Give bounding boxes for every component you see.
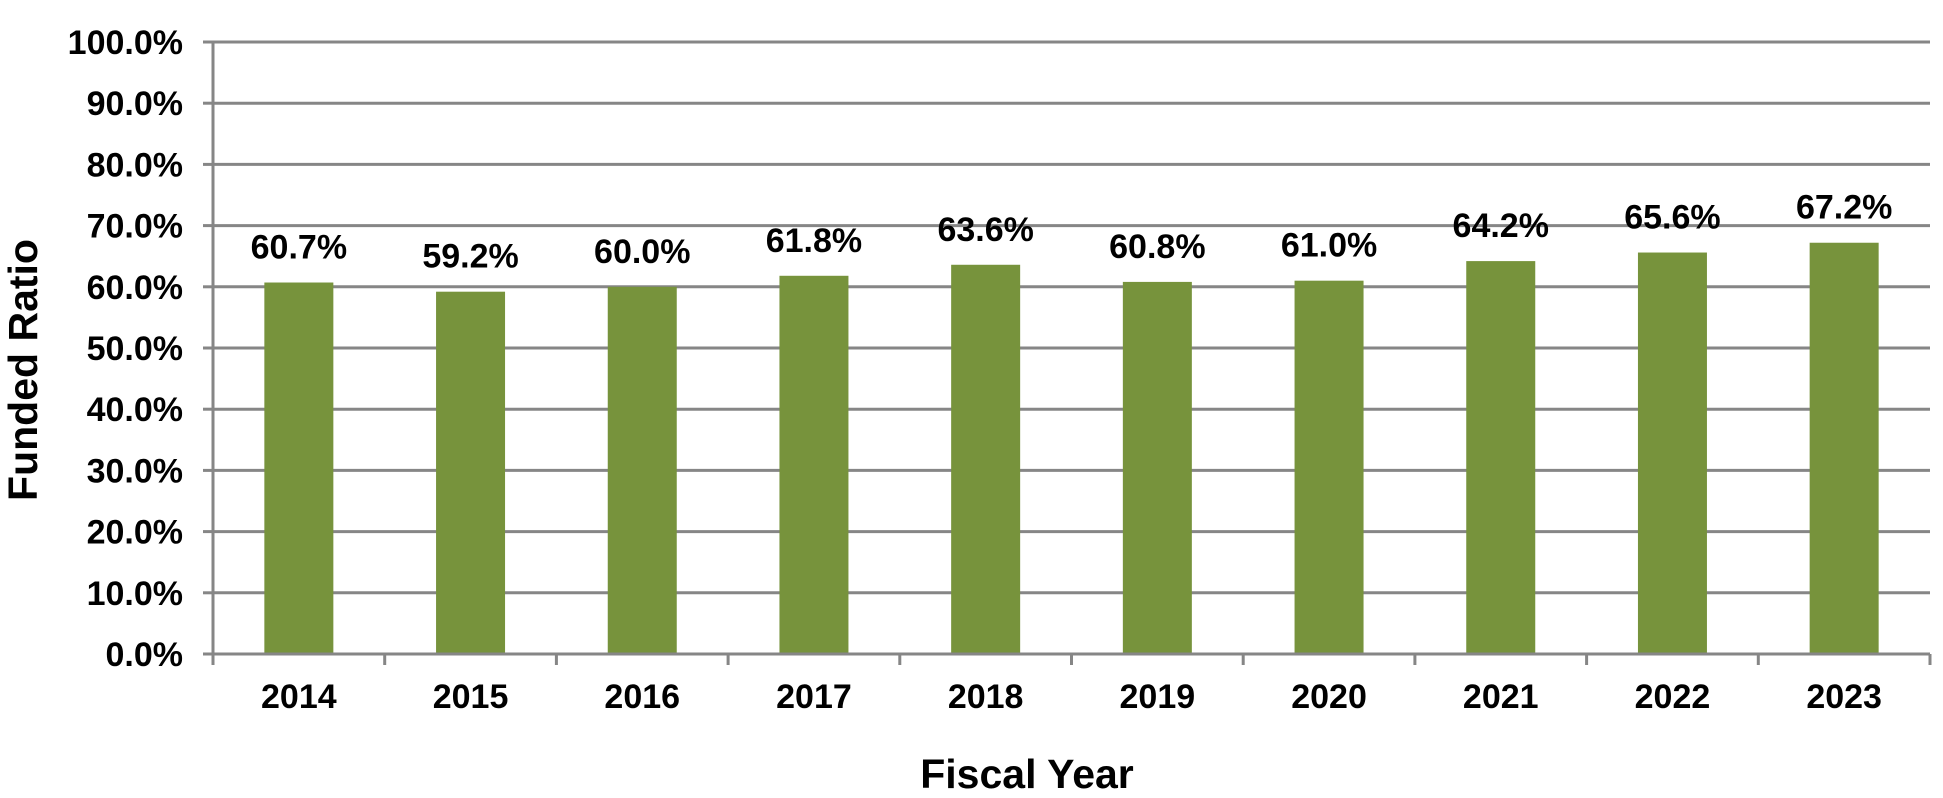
- y-tick-label: 20.0%: [87, 514, 183, 552]
- data-label: 60.8%: [1109, 228, 1205, 266]
- bar-2017: [779, 275, 849, 654]
- data-label: 61.0%: [1281, 227, 1377, 265]
- data-label: 67.2%: [1796, 189, 1892, 227]
- data-labels: 60.7% 59.2% 60.0% 61.8% 63.6% 60.8% 61.0% 64.2%…: [251, 189, 1893, 276]
- y-axis-title: Funded Ratio: [0, 239, 46, 501]
- y-tick-label: 0.0%: [106, 636, 184, 674]
- x-tick-label: 2020: [1291, 678, 1367, 716]
- y-tick-label: 10.0%: [87, 575, 183, 613]
- y-tick-label: 40.0%: [87, 391, 183, 429]
- x-tick-label: 2014: [261, 678, 337, 716]
- bar-2019: [1122, 281, 1192, 654]
- y-tick-label: 30.0%: [87, 452, 183, 490]
- bars: [264, 242, 1879, 654]
- bar-2016: [607, 286, 677, 654]
- y-tick-label: 100.0%: [68, 24, 183, 62]
- data-label: 61.8%: [766, 222, 862, 260]
- y-tick-label: 80.0%: [87, 146, 183, 184]
- data-label: 63.6%: [937, 211, 1033, 249]
- bar-2015: [436, 291, 506, 654]
- x-tick-label: 2023: [1806, 678, 1882, 716]
- x-tick-label: 2018: [948, 678, 1024, 716]
- bar-2021: [1466, 261, 1536, 654]
- bar-2023: [1809, 242, 1879, 654]
- bar-2020: [1294, 280, 1364, 654]
- x-tick-label: 2019: [1120, 678, 1196, 716]
- x-tick-label: 2021: [1463, 678, 1539, 716]
- data-label: 60.7%: [251, 229, 347, 267]
- bar-2018: [951, 264, 1021, 654]
- data-label: 59.2%: [422, 238, 518, 276]
- x-tick-label: 2015: [433, 678, 509, 716]
- axes: [203, 40, 1932, 665]
- x-axis-title: Fiscal Year: [920, 751, 1134, 797]
- y-tick-label: 90.0%: [87, 85, 183, 123]
- data-label: 60.0%: [594, 233, 690, 271]
- data-label: 64.2%: [1453, 207, 1549, 245]
- x-tick-label: 2022: [1635, 678, 1711, 716]
- y-tick-labels: 0.0% 10.0% 20.0% 30.0% 40.0% 50.0% 60.0% 70.0% 8…: [68, 24, 183, 674]
- x-tick-labels: 2014 2015 2016 2017 2018 2019 2020 2021 2022 2023: [261, 678, 1882, 716]
- bar-2022: [1637, 252, 1707, 654]
- x-tick-label: 2016: [604, 678, 680, 716]
- y-tick-label: 50.0%: [87, 330, 183, 368]
- data-label: 65.6%: [1624, 199, 1720, 237]
- bar-2014: [264, 282, 334, 654]
- x-tick-label: 2017: [776, 678, 852, 716]
- y-tick-label: 70.0%: [87, 208, 183, 246]
- y-tick-label: 60.0%: [87, 269, 183, 307]
